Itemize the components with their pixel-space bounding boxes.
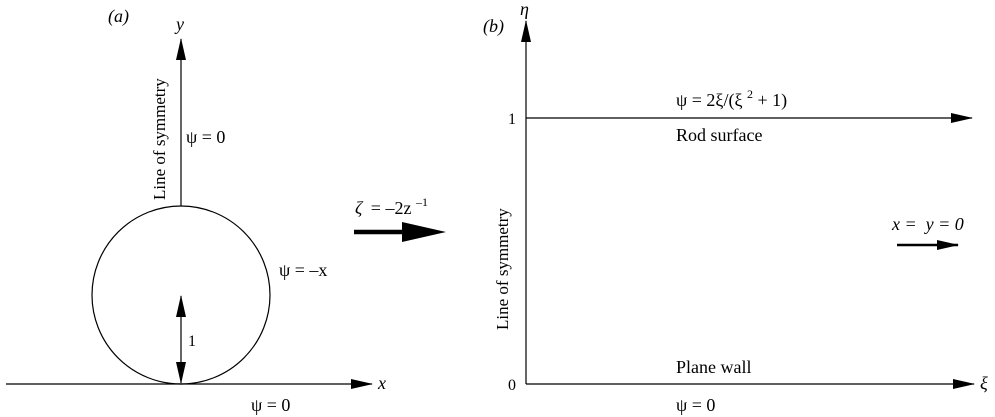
- transform-arrow-head: [402, 222, 446, 242]
- xi-axis-label: ξ: [980, 373, 988, 393]
- rod-surface-label: Rod surface: [676, 125, 762, 145]
- panel-b-label: (b): [483, 16, 504, 37]
- y-axis-label: y: [174, 14, 184, 34]
- transform-formula: ζ = –2z –1: [355, 195, 428, 218]
- eta-axis-label: η: [520, 0, 529, 19]
- plane-wall-label: Plane wall: [676, 357, 751, 377]
- tick-one: 1: [508, 111, 516, 128]
- psi-symmetry-label: ψ = 0: [186, 127, 225, 147]
- symmetry-label-b: Line of symmetry: [493, 208, 512, 330]
- rod-psi-label: ψ = 2ξ/(ξ 2 + 1): [676, 82, 787, 111]
- panel-a-label: (a): [108, 6, 129, 27]
- psi-wall-label-a: ψ = 0: [251, 395, 290, 415]
- tick-zero: 0: [508, 377, 516, 394]
- symmetry-label-a: Line of symmetry: [150, 78, 169, 200]
- panel-b: (b) η ξ 1 0 Line of symmetry ψ = 2ξ/(ξ 2…: [483, 0, 988, 415]
- panel-a: (a) y x 1 Line of symmetry ψ = 0 ψ = –x …: [6, 6, 386, 415]
- infinity-label: x = y = 0: [891, 214, 964, 234]
- x-axis-label: x: [377, 373, 386, 393]
- psi-circle-label: ψ = –x: [279, 260, 327, 280]
- psi-wall-label-b: ψ = 0: [676, 395, 715, 415]
- transform-mapping: ζ = –2z –1: [354, 195, 446, 242]
- radius-label: 1: [188, 333, 196, 350]
